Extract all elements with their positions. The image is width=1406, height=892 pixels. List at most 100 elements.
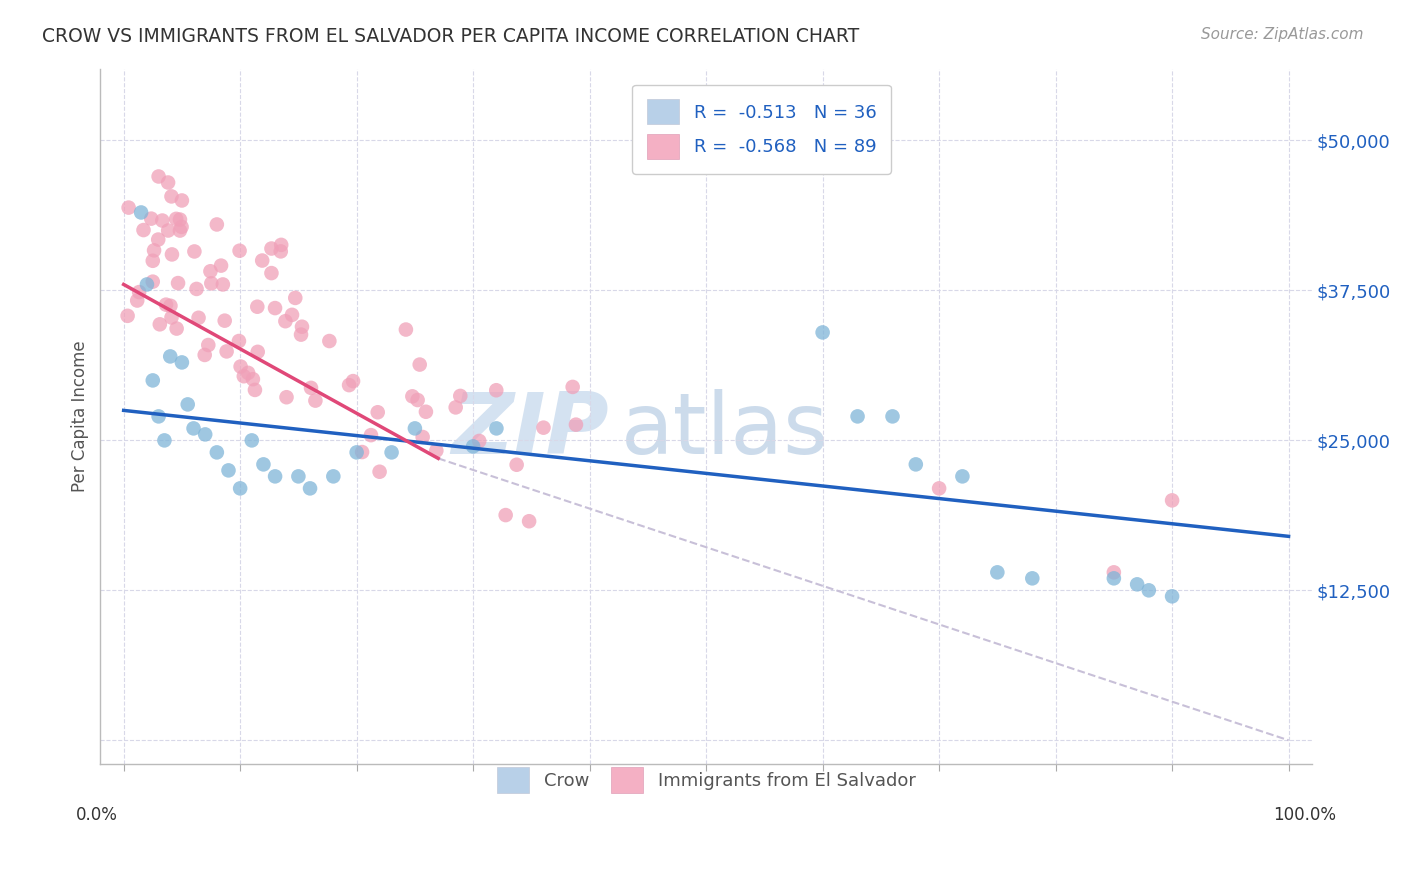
Point	[250, 253, 273, 268]
Text: CROW VS IMMIGRANTS FROM EL SALVADOR PER CAPITA INCOME CORRELATION CHART: CROW VS IMMIGRANTS FROM EL SALVADOR PER …	[42, 27, 859, 45]
Point	[565, 417, 588, 432]
Point	[264, 469, 287, 483]
Point	[284, 291, 307, 305]
Point	[264, 301, 287, 315]
Point	[149, 318, 172, 332]
Point	[229, 359, 252, 374]
Point	[240, 434, 263, 448]
Point	[463, 439, 485, 453]
Point	[160, 310, 183, 325]
Point	[352, 445, 374, 459]
Point	[485, 383, 508, 397]
Point	[260, 266, 283, 280]
Point	[160, 247, 183, 261]
Text: ZIP: ZIP	[451, 389, 609, 472]
Point	[270, 238, 292, 252]
Point	[200, 277, 222, 291]
Point	[183, 244, 205, 259]
Point	[228, 334, 250, 348]
Legend: Crow, Immigrants from El Salvador: Crow, Immigrants from El Salvador	[482, 753, 929, 807]
Point	[200, 264, 222, 278]
Point	[186, 282, 208, 296]
Point	[160, 189, 183, 203]
Point	[561, 380, 583, 394]
Point	[337, 378, 360, 392]
Point	[291, 319, 314, 334]
Point	[141, 211, 163, 226]
Point	[187, 310, 209, 325]
Point	[117, 201, 139, 215]
Point	[276, 390, 298, 404]
Point	[404, 421, 426, 435]
Point	[260, 242, 283, 256]
Point	[228, 244, 250, 258]
Point	[246, 300, 269, 314]
Point	[153, 434, 176, 448]
Point	[157, 223, 180, 237]
Point	[444, 401, 467, 415]
Y-axis label: Per Capita Income: Per Capita Income	[72, 341, 89, 492]
Point	[368, 465, 391, 479]
Point	[128, 285, 150, 299]
Point	[360, 428, 382, 442]
Point	[281, 308, 304, 322]
Point	[409, 358, 432, 372]
Point	[1102, 571, 1125, 585]
Point	[142, 373, 165, 387]
Point	[1161, 590, 1184, 604]
Point	[169, 223, 191, 237]
Point	[299, 481, 322, 495]
Point	[169, 212, 191, 227]
Point	[177, 397, 200, 411]
Point	[167, 276, 190, 290]
Point	[194, 427, 217, 442]
Point	[142, 253, 165, 268]
Point	[342, 374, 364, 388]
Point	[367, 405, 389, 419]
Point	[159, 350, 181, 364]
Point	[212, 277, 235, 292]
Point	[505, 458, 527, 472]
Point	[157, 176, 180, 190]
Point	[517, 514, 540, 528]
Point	[165, 211, 187, 226]
Point	[401, 389, 423, 403]
Point	[299, 381, 322, 395]
Point	[406, 392, 429, 407]
Point	[1137, 583, 1160, 598]
Point	[1102, 566, 1125, 580]
Point	[132, 223, 155, 237]
Point	[232, 369, 254, 384]
Point	[170, 194, 193, 208]
Point	[166, 321, 188, 335]
Point	[170, 355, 193, 369]
Text: Source: ZipAtlas.com: Source: ZipAtlas.com	[1201, 27, 1364, 42]
Point	[143, 244, 166, 258]
Point	[170, 219, 193, 234]
Point	[1021, 571, 1043, 585]
Point	[1161, 493, 1184, 508]
Point	[322, 469, 344, 483]
Point	[290, 327, 312, 342]
Point	[117, 309, 139, 323]
Point	[205, 445, 228, 459]
Text: 0.0%: 0.0%	[76, 806, 118, 824]
Point	[811, 326, 834, 340]
Point	[129, 205, 152, 219]
Point	[209, 259, 232, 273]
Point	[274, 314, 297, 328]
Point	[243, 383, 266, 397]
Point	[142, 275, 165, 289]
Point	[882, 409, 904, 424]
Point	[194, 348, 217, 362]
Point	[127, 293, 149, 308]
Point	[148, 233, 170, 247]
Point	[346, 445, 368, 459]
Point	[148, 169, 170, 184]
Point	[533, 420, 555, 434]
Point	[412, 430, 434, 444]
Point	[197, 338, 219, 352]
Point	[986, 566, 1008, 580]
Point	[415, 405, 437, 419]
Point	[214, 313, 236, 327]
